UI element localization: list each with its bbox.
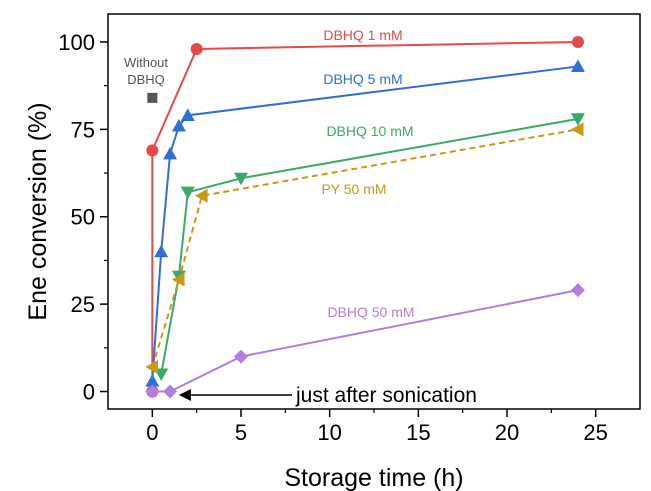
series-label-dbhq-5-mm: DBHQ 5 mM xyxy=(323,71,402,87)
x-axis-label: Storage time (h) xyxy=(284,464,463,491)
series-dbhq-1-mm xyxy=(146,35,584,398)
data-point xyxy=(190,42,203,55)
y-axis-label: Ene conversion (%) xyxy=(24,102,52,320)
series-label-dbhq-10-mm: DBHQ 10 mM xyxy=(326,123,413,139)
x-tick-label: 0 xyxy=(146,420,158,445)
data-point xyxy=(163,146,178,160)
data-point xyxy=(154,244,169,258)
series-py-50-mm xyxy=(145,122,584,375)
series-line xyxy=(151,65,579,382)
data-point xyxy=(194,188,208,203)
x-tick-label: 20 xyxy=(495,420,519,445)
series-label-dbhq-1-mm: DBHQ 1 mM xyxy=(323,27,402,43)
x-tick-label: 5 xyxy=(235,420,247,445)
series-line xyxy=(151,40,578,392)
data-point xyxy=(570,122,584,137)
data-point xyxy=(145,374,160,387)
data-point xyxy=(145,360,158,375)
annotation-text: just after sonication xyxy=(295,384,477,407)
data-point xyxy=(571,35,584,48)
y-tick-label: 0 xyxy=(83,380,95,405)
without-dbhq-label-line: DBHQ xyxy=(127,72,165,87)
data-point xyxy=(147,92,158,103)
y-tick-label: 50 xyxy=(71,205,95,230)
data-point xyxy=(570,59,585,73)
x-tick-label: 25 xyxy=(583,420,607,445)
annotation-arrowhead xyxy=(178,389,191,402)
data-point xyxy=(171,272,185,287)
data-point xyxy=(570,113,585,126)
series-dbhq-5-mm xyxy=(145,59,585,387)
x-tick-label: 15 xyxy=(406,420,430,445)
data-point xyxy=(171,118,186,132)
y-tick-label: 25 xyxy=(71,292,95,317)
without-dbhq-label-line: Without xyxy=(124,55,168,70)
series-line xyxy=(151,128,579,368)
y-tick-label: 100 xyxy=(58,30,95,55)
data-point xyxy=(180,186,195,200)
data-point xyxy=(146,144,159,157)
without-dbhq-label: Without DBHQ xyxy=(124,55,168,87)
data-point xyxy=(180,108,195,121)
series-layer xyxy=(145,35,585,399)
axes: 0 5 10 15 20 25 0 25 50 75 100 xyxy=(58,13,641,445)
data-point xyxy=(570,283,585,298)
series-line xyxy=(160,117,579,375)
data-point xyxy=(163,384,178,399)
series-dbhq-10-mm xyxy=(154,113,585,382)
series-label-dbhq-50-mm: DBHQ 50 mM xyxy=(327,304,414,320)
labels-layer: DBHQ 1 mM DBHQ 5 mM DBHQ 10 mM PY 50 mM DBHQ… xyxy=(124,27,477,407)
data-point xyxy=(145,384,160,399)
data-point xyxy=(234,349,248,364)
x-tick-label: 10 xyxy=(317,420,341,445)
series-label-py-50-mm: PY 50 mM xyxy=(321,181,386,197)
series-line xyxy=(152,289,579,393)
data-point xyxy=(234,172,248,186)
y-tick-label: 75 xyxy=(71,117,95,142)
series-dbhq-50-mm xyxy=(145,283,585,399)
